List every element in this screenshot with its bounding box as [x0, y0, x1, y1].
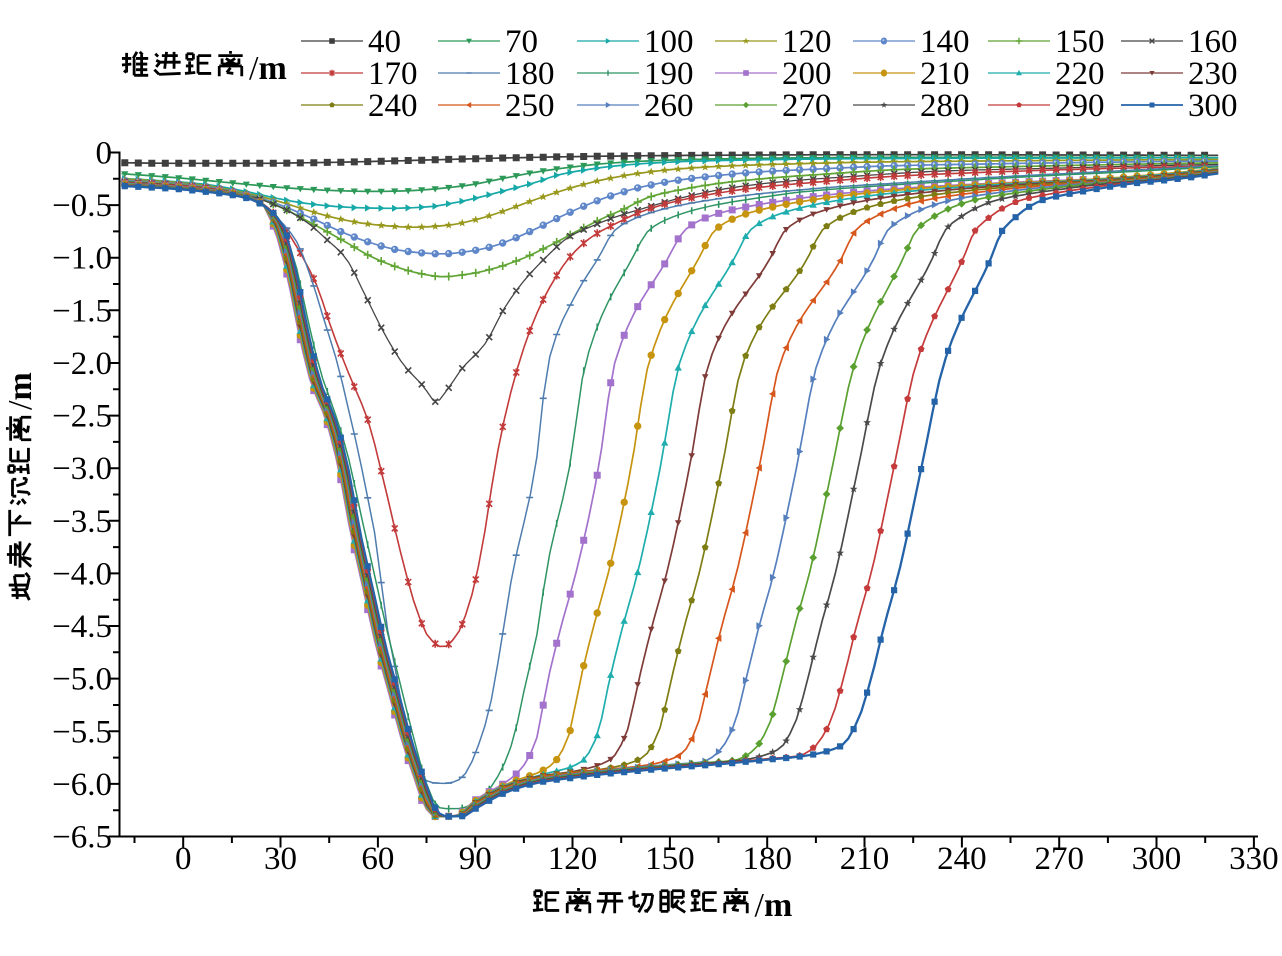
- svg-text:300: 300: [1132, 841, 1182, 877]
- svg-text:140: 140: [920, 24, 970, 60]
- svg-text:−3.5: −3.5: [52, 504, 112, 540]
- svg-text:240: 240: [937, 841, 987, 877]
- svg-text:−4.0: −4.0: [52, 556, 112, 592]
- svg-text:170: 170: [368, 56, 418, 92]
- svg-text:−6.5: −6.5: [52, 820, 112, 856]
- svg-text:/m: /m: [755, 887, 793, 924]
- svg-text:210: 210: [840, 841, 890, 877]
- svg-text:100: 100: [644, 24, 694, 60]
- svg-text:150: 150: [1055, 24, 1105, 60]
- svg-text:160: 160: [1188, 24, 1238, 60]
- svg-text:−3.0: −3.0: [52, 451, 112, 487]
- svg-text:−2.5: −2.5: [52, 399, 112, 435]
- svg-text:220: 220: [1055, 56, 1105, 92]
- svg-text:−4.5: −4.5: [52, 609, 112, 645]
- svg-text:30: 30: [264, 841, 297, 877]
- svg-text:/m: /m: [2, 372, 39, 410]
- svg-text:120: 120: [548, 841, 598, 877]
- svg-text:150: 150: [645, 841, 695, 877]
- svg-text:180: 180: [505, 56, 555, 92]
- svg-text:120: 120: [782, 24, 832, 60]
- svg-text:−1.0: −1.0: [52, 241, 112, 277]
- svg-text:250: 250: [505, 88, 555, 124]
- svg-text:210: 210: [920, 56, 970, 92]
- svg-text:190: 190: [644, 56, 694, 92]
- svg-text:−2.0: −2.0: [52, 346, 112, 382]
- svg-text:40: 40: [368, 24, 401, 60]
- svg-text:270: 270: [1034, 841, 1084, 877]
- svg-text:330: 330: [1229, 841, 1279, 877]
- svg-text:90: 90: [459, 841, 492, 877]
- svg-text:180: 180: [742, 841, 792, 877]
- svg-text:260: 260: [644, 88, 694, 124]
- svg-text:0: 0: [96, 136, 113, 172]
- svg-text:/m: /m: [249, 50, 287, 87]
- svg-text:70: 70: [505, 24, 538, 60]
- svg-text:300: 300: [1188, 88, 1238, 124]
- svg-text:240: 240: [368, 88, 418, 124]
- svg-text:280: 280: [920, 88, 970, 124]
- svg-text:−5.0: −5.0: [52, 662, 112, 698]
- svg-text:200: 200: [782, 56, 832, 92]
- svg-text:−6.0: −6.0: [52, 767, 112, 803]
- svg-text:0: 0: [175, 841, 192, 877]
- svg-text:290: 290: [1055, 88, 1105, 124]
- svg-text:270: 270: [782, 88, 832, 124]
- svg-text:−1.5: −1.5: [52, 293, 112, 329]
- svg-text:230: 230: [1188, 56, 1238, 92]
- svg-text:−5.5: −5.5: [52, 714, 112, 750]
- svg-text:60: 60: [361, 841, 394, 877]
- svg-text:−0.5: −0.5: [52, 188, 112, 224]
